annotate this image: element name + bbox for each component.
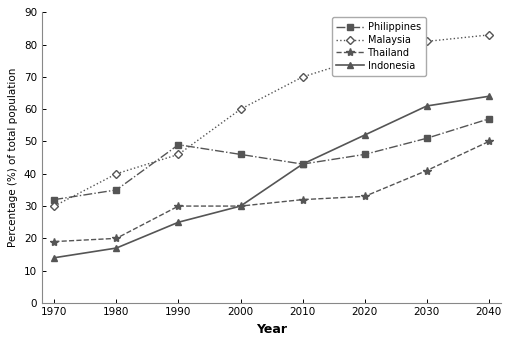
Philippines [113, 188, 119, 192]
Line: Thailand: Thailand [50, 137, 493, 246]
Philippines [424, 136, 430, 140]
Indonesia [113, 246, 119, 250]
Line: Malaysia: Malaysia [51, 32, 492, 209]
Indonesia [486, 94, 492, 98]
Philippines [361, 152, 368, 157]
Philippines [51, 197, 57, 202]
X-axis label: Year: Year [256, 323, 287, 336]
Malaysia [176, 152, 182, 157]
Thailand [113, 236, 119, 240]
Thailand [486, 139, 492, 143]
Philippines [176, 143, 182, 147]
Malaysia [300, 75, 306, 79]
Line: Philippines: Philippines [52, 116, 492, 202]
Philippines [238, 152, 244, 157]
Thailand [300, 197, 306, 202]
Indonesia [51, 256, 57, 260]
Malaysia [238, 107, 244, 111]
Thailand [424, 169, 430, 173]
Philippines [300, 162, 306, 166]
Y-axis label: Percentage (%) of total population: Percentage (%) of total population [8, 68, 18, 247]
Line: Indonesia: Indonesia [51, 93, 492, 261]
Malaysia [361, 55, 368, 60]
Malaysia [51, 204, 57, 208]
Indonesia [424, 104, 430, 108]
Thailand [361, 194, 368, 198]
Malaysia [113, 172, 119, 176]
Indonesia [361, 133, 368, 137]
Thailand [51, 239, 57, 244]
Thailand [176, 204, 182, 208]
Legend: Philippines, Malaysia, Thailand, Indonesia: Philippines, Malaysia, Thailand, Indones… [332, 17, 425, 76]
Malaysia [486, 33, 492, 37]
Thailand [238, 204, 244, 208]
Malaysia [424, 39, 430, 43]
Indonesia [176, 220, 182, 224]
Indonesia [238, 204, 244, 208]
Indonesia [300, 162, 306, 166]
Philippines [486, 117, 492, 121]
